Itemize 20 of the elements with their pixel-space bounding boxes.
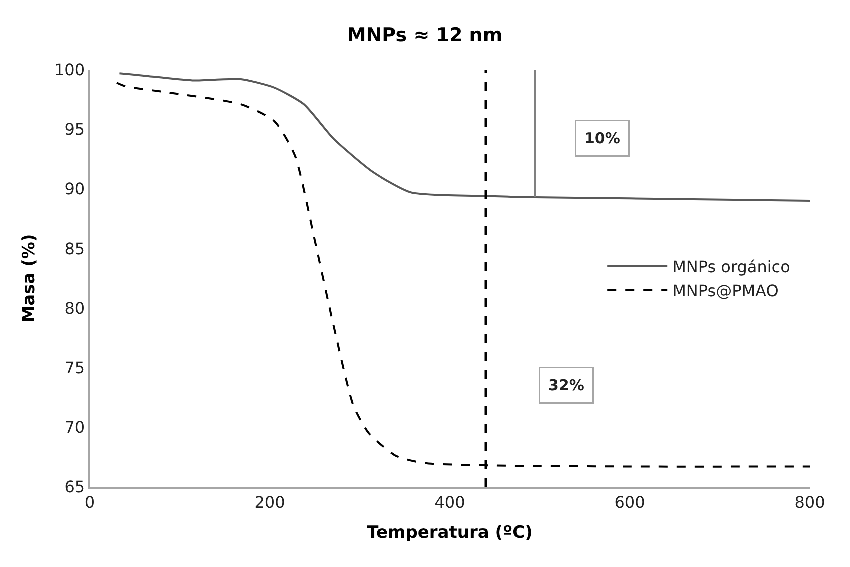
y-axis-title: Masa (%) <box>20 234 40 323</box>
x-tick-label: 800 <box>794 492 826 512</box>
x-tick-label: 200 <box>254 492 286 512</box>
x-tick-label: 0 <box>84 492 96 512</box>
y-tick-label: 95 <box>64 120 86 140</box>
y-tick-label: 75 <box>64 358 86 378</box>
legend-label: MNPs@PMAO <box>672 281 779 300</box>
y-tick-label: 85 <box>64 239 86 258</box>
y-tick-label: 65 <box>64 478 86 497</box>
y-tick-label: 80 <box>64 298 86 318</box>
y-tick-label: 90 <box>64 180 86 199</box>
x-tick-label: 400 <box>434 492 466 512</box>
y-tick-label: 100 <box>54 60 86 80</box>
y-tick-label: 70 <box>64 418 86 438</box>
annotation: 10% <box>584 130 620 148</box>
chart-title: MNPs ≈ 12 nm <box>347 24 503 47</box>
legend-label: MNPs orgánico <box>672 258 790 277</box>
x-tick-label: 600 <box>614 492 646 512</box>
x-axis-title: Temperatura (ºC) <box>367 522 533 543</box>
annotation: 32% <box>548 376 584 394</box>
